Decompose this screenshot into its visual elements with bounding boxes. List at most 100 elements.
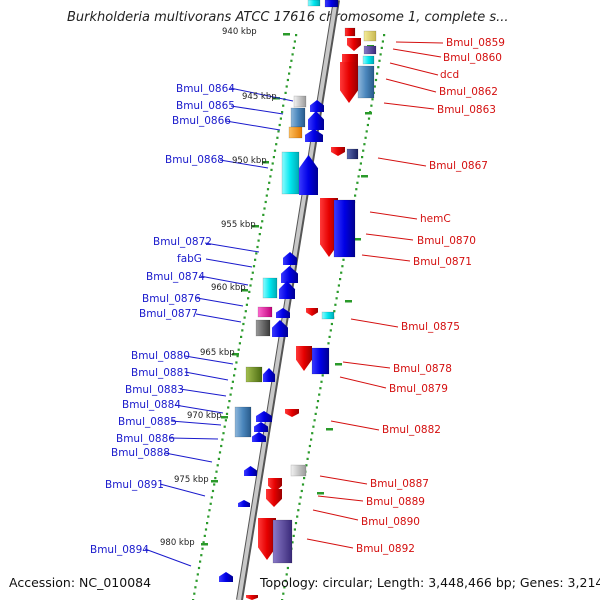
gene-label[interactable]: Bmul_0882 [382, 424, 441, 436]
track-dot [201, 547, 204, 550]
gene-label[interactable]: Bmul_0874 [146, 271, 205, 283]
track-dot [283, 586, 286, 589]
leader-line [383, 102, 435, 110]
gene-label[interactable]: Bmul_0862 [439, 86, 498, 98]
scale-label: 975 kbp [174, 475, 209, 485]
gene-label[interactable]: Bmul_0859 [446, 37, 505, 49]
gene-block [288, 126, 303, 139]
gene-label[interactable]: Bmul_0860 [443, 52, 502, 64]
gene-label[interactable]: Bmul_0877 [139, 308, 198, 320]
gene-arrow [252, 432, 266, 442]
gene-label[interactable]: Bmul_0863 [437, 104, 496, 116]
track-dot [319, 387, 322, 390]
track-dot [299, 496, 302, 499]
gene-arrow [306, 308, 318, 316]
gene-label[interactable]: hemC [420, 213, 451, 225]
gene-arrow [238, 500, 250, 507]
track-dot [380, 46, 383, 49]
track-dot [366, 123, 369, 127]
track-dot [271, 162, 274, 165]
track-dot [223, 425, 226, 428]
gene-label[interactable]: Bmul_0883 [125, 384, 184, 396]
gene-label[interactable]: Bmul_0867 [429, 160, 488, 172]
gene-label[interactable]: Bmul_0892 [356, 543, 415, 555]
gene-label[interactable]: Bmul_0885 [118, 416, 177, 428]
right-gene-labels: Bmul_0859 Bmul_0860 dcd Bmul_0862 Bmul_0… [356, 37, 505, 555]
track-dot [242, 322, 245, 326]
track-dot [279, 117, 282, 120]
track-dot [290, 59, 293, 62]
track-dot [209, 502, 212, 505]
track-dot [233, 374, 236, 377]
track-dot [228, 400, 231, 403]
gene-label[interactable]: dcd [440, 69, 459, 81]
track-dot [311, 432, 314, 435]
gene-label[interactable]: Bmul_0878 [393, 363, 452, 375]
track-dot [282, 592, 285, 595]
track-dot [298, 502, 301, 505]
track-dot [293, 528, 296, 531]
track-dot [316, 400, 320, 403]
track-dot [200, 554, 203, 557]
leader-line [204, 242, 260, 253]
gene-label[interactable]: Bmul_0881 [131, 367, 190, 379]
gene-label[interactable]: Bmul_0891 [105, 479, 164, 491]
gene-label[interactable]: fabG [177, 253, 202, 265]
scale-tick [232, 353, 239, 356]
gene-arrow [340, 62, 358, 103]
leader-line [317, 495, 364, 502]
scale-tick [201, 543, 208, 546]
gene-label[interactable]: Bmul_0894 [90, 544, 149, 556]
gene-label[interactable]: Bmul_0876 [142, 293, 201, 305]
track-dot [364, 136, 367, 139]
track-dot [355, 188, 358, 191]
gene-label[interactable]: Bmul_0872 [153, 236, 212, 248]
track-dot [312, 425, 315, 428]
leader-line [395, 41, 444, 44]
track-dot [272, 156, 275, 159]
gene-label[interactable]: Bmul_0866 [172, 115, 231, 127]
scale-tick [361, 175, 368, 178]
gene-label[interactable]: Bmul_0889 [366, 496, 425, 508]
track-dot [358, 168, 361, 171]
scale-tick [221, 416, 228, 419]
gene-label[interactable]: Bmul_0886 [116, 433, 175, 445]
gene-label[interactable]: Bmul_0865 [176, 100, 235, 112]
gene-arrow [256, 411, 272, 422]
gene-label[interactable]: Bmul_0875 [401, 321, 460, 333]
track-dot [255, 252, 258, 255]
gene-block [363, 30, 377, 42]
gene-label[interactable]: Bmul_0870 [417, 235, 476, 247]
track-dot [278, 123, 281, 127]
leader-line [199, 275, 249, 286]
gene-label[interactable]: Bmul_0879 [389, 383, 448, 395]
track-dot [247, 297, 250, 300]
track-dot [258, 233, 261, 236]
gene-label[interactable]: Bmul_0880 [131, 350, 190, 362]
gene-label[interactable]: Bmul_0890 [361, 516, 420, 528]
gene-label[interactable]: Bmul_0887 [370, 478, 429, 490]
gene-label[interactable]: Bmul_0884 [122, 399, 181, 411]
scale-tick [241, 289, 248, 292]
track-dot [282, 104, 285, 107]
track-dot [286, 78, 289, 82]
gene-arrow [266, 489, 282, 507]
gene-label[interactable]: Bmul_0864 [176, 83, 235, 95]
gene-block [324, 0, 339, 8]
gene-label[interactable]: Bmul_0871 [413, 256, 472, 268]
track-dot [259, 226, 263, 229]
leader-line [144, 548, 192, 567]
gene-label[interactable]: Bmul_0888 [111, 447, 170, 459]
map-title: Burkholderia multivorans ATCC 17616 chro… [67, 10, 509, 25]
track-dot [342, 258, 345, 261]
leader-line [342, 361, 391, 369]
leader-line [225, 120, 281, 131]
scale-tick [252, 225, 259, 228]
leader-line [361, 254, 411, 262]
track-dot [336, 290, 339, 293]
gene-label[interactable]: Bmul_0868 [165, 154, 224, 166]
track-dot [211, 489, 215, 493]
gene-arrow [276, 308, 290, 318]
track-dot [292, 534, 295, 537]
